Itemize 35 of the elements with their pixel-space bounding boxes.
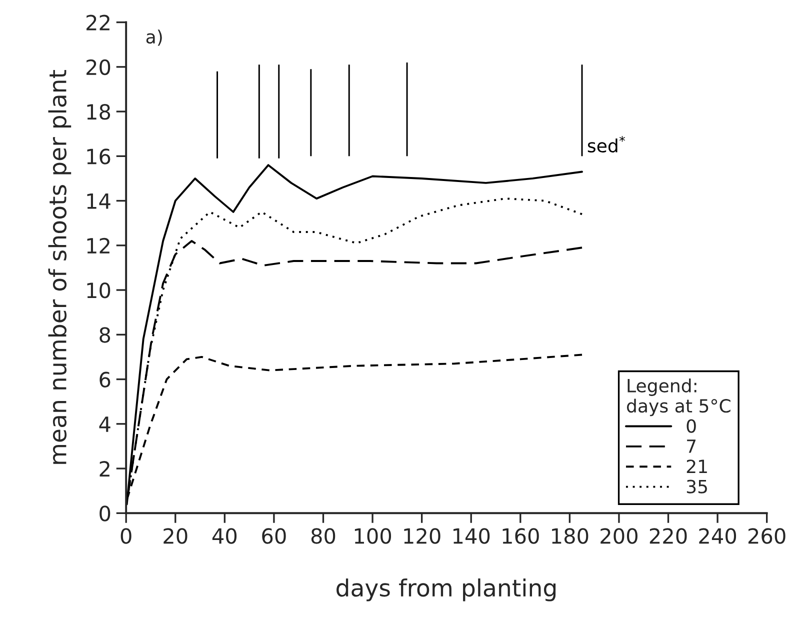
y-tick-label: 18 (87, 104, 110, 120)
x-tick-label: 180 (552, 528, 588, 544)
legend-label: 21 (686, 460, 707, 473)
legend-label: 35 (686, 480, 707, 494)
y-tick-label: 6 (100, 372, 110, 388)
x-tick-label: 140 (454, 528, 490, 544)
x-tick-label: 20 (164, 528, 188, 544)
x-tick-label: 100 (354, 528, 392, 544)
y-tick-label: 2 (100, 460, 110, 476)
y-tick-label: 22 (86, 14, 110, 30)
legend-label: 0 (686, 419, 696, 433)
x-tick-label: 160 (502, 528, 539, 544)
y-axis-title: mean number of shoots per plant (48, 70, 72, 464)
y-tick-label: 16 (87, 148, 110, 164)
y-tick-label: 0 (100, 506, 110, 522)
x-tick-label: 120 (404, 528, 440, 544)
x-tick-label: 0 (120, 528, 132, 544)
x-tick-label: 200 (600, 528, 638, 544)
y-tick-label: 14 (87, 194, 110, 209)
x-tick-label: 60 (262, 528, 286, 544)
y-tick-label: 8 (100, 327, 110, 343)
x-tick-label: 80 (311, 528, 336, 544)
y-tick-label: 12 (87, 238, 110, 254)
x-axis-title: days from planting (336, 578, 556, 602)
x-tick-label: 220 (650, 528, 687, 544)
series-label: sed$^{*}$ (588, 136, 626, 153)
y-tick-label: 20 (86, 59, 110, 76)
legend-title: Legend: days at 5°C (626, 378, 730, 416)
x-tick-label: 260 (748, 528, 786, 544)
y-tick-label: 10 (87, 282, 110, 298)
x-tick-label: 240 (699, 528, 736, 544)
y-tick-label: 4 (99, 416, 110, 432)
legend-label: 7 (687, 440, 696, 453)
annotation: a) (146, 30, 162, 46)
x-tick-label: 40 (212, 528, 237, 544)
